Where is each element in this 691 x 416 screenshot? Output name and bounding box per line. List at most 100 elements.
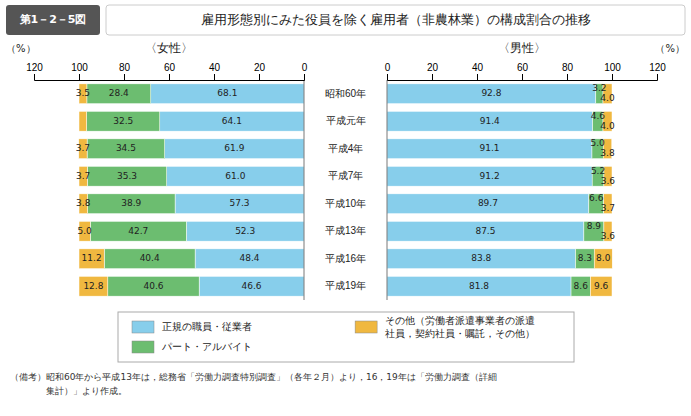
data-label: 3.7 — [601, 203, 615, 213]
bar — [594, 249, 612, 269]
bar — [387, 166, 592, 186]
data-label: 40.4 — [140, 253, 160, 263]
tick-label: 60 — [517, 62, 529, 73]
bars — [387, 84, 612, 296]
tick-mark — [387, 74, 388, 80]
tick: 40 — [209, 62, 221, 80]
bar — [186, 221, 304, 241]
legend-swatch — [132, 341, 154, 353]
tick: 100 — [604, 62, 621, 80]
legend: 正規の職員・従業者パート・アルバイト その他（労働者派遣事業者の派遣社員，契約社員… — [118, 312, 574, 362]
zero-line — [387, 80, 388, 300]
tick: 平成16年 — [325, 253, 366, 264]
bar — [576, 249, 595, 269]
tick: 平成19年 — [325, 280, 366, 291]
data-label: 9.6 — [594, 281, 609, 291]
axis-line — [35, 74, 305, 81]
data-label: 12.8 — [83, 281, 103, 291]
tick: 0 — [385, 62, 391, 80]
tick-label: 80 — [119, 62, 131, 73]
bar — [387, 139, 592, 159]
tick-mark — [567, 74, 568, 80]
tick-mark — [34, 74, 35, 80]
tick-label: 80 — [562, 62, 574, 73]
bar — [151, 84, 304, 104]
legend-label: その他（労働者派遣事業者の派遣社員，契約社員・嘱託，その他） — [385, 315, 535, 339]
tick-mark — [79, 74, 80, 80]
data-label: 91.2 — [480, 171, 500, 181]
data-label: 4.0 — [600, 93, 615, 103]
data-label: 8.6 — [574, 281, 589, 291]
legend-label-line: 正規の職員・従業者 — [162, 321, 252, 332]
bar — [87, 166, 166, 186]
tick: 平成元年 — [326, 115, 366, 126]
legend-swatch — [355, 321, 377, 333]
data-label: 34.5 — [116, 143, 136, 153]
data-label: 32.5 — [113, 116, 133, 126]
category-label: 平成7年 — [328, 170, 364, 181]
tick: 60 — [517, 62, 529, 80]
bar — [79, 249, 104, 269]
legend-box — [118, 312, 574, 362]
bars — [79, 84, 304, 296]
bar — [175, 194, 304, 214]
tick-label: 60 — [164, 62, 176, 73]
data-labels: 92.891.491.191.289.787.583.881.83.24.65.… — [469, 83, 615, 291]
zero-line — [304, 80, 305, 300]
title: 雇用形態別にみた役員を除く雇用者（非農林業）の構成割合の推移 — [201, 12, 591, 27]
note: （備考）昭和60年から平成13年は，総務省「労働力調査特別調査」（各年２月）より… — [10, 372, 497, 382]
data-label: 68.1 — [217, 88, 237, 98]
panel-label: 〈男性〉 — [498, 41, 546, 55]
data-label: 87.5 — [475, 226, 495, 236]
chart-svg: 第1－2－5図雇用形態別にみた役員を除く雇用者（非農林業）の構成割合の推移68.… — [0, 0, 691, 416]
bar — [87, 84, 151, 104]
legend-item: その他（労働者派遣事業者の派遣社員，契約社員・嘱託，その他） — [355, 315, 535, 339]
data-label: 28.4 — [109, 88, 129, 98]
bar — [160, 111, 304, 131]
data-label: 8.3 — [578, 253, 592, 263]
data-label: 38.9 — [121, 198, 141, 208]
bar — [79, 111, 87, 131]
tick: 平成10年 — [325, 198, 366, 209]
data-label: 3.6 — [601, 176, 616, 186]
bar — [199, 276, 304, 296]
bar — [79, 276, 108, 296]
tick-mark — [477, 74, 478, 80]
bar — [87, 111, 160, 131]
tick: 平成4年 — [328, 143, 364, 154]
tick-mark — [612, 74, 613, 80]
category-label: 平成13年 — [325, 225, 366, 236]
data-label: 83.8 — [471, 253, 491, 263]
legend-label-line: パート・アルバイト — [161, 341, 252, 352]
bar — [387, 84, 596, 104]
tick: 20 — [427, 62, 439, 80]
data-label: 92.8 — [481, 88, 501, 98]
category-label: 平成16年 — [325, 253, 366, 264]
data-label: 3.2 — [592, 83, 606, 93]
title-box — [106, 5, 685, 35]
tick-label: 120 — [26, 62, 43, 73]
bar — [387, 111, 593, 131]
data-label: 40.6 — [143, 281, 163, 291]
data-label: 52.3 — [235, 226, 255, 236]
tick: 平成13年 — [325, 225, 366, 236]
tick-mark — [304, 74, 305, 80]
tick-label: 40 — [209, 62, 221, 73]
data-label: 5.2 — [591, 166, 605, 176]
category-label: 平成10年 — [325, 198, 366, 209]
category-axis: 昭和60年平成元年平成4年平成7年平成10年平成13年平成16年平成19年 — [325, 88, 366, 292]
legend-item: パート・アルバイト — [132, 341, 252, 353]
tick-label: 100 — [71, 62, 88, 73]
axis-label: （%） — [6, 43, 36, 54]
tick-mark — [522, 74, 523, 80]
tick-label: 100 — [604, 62, 621, 73]
legend-label-line: その他（労働者派遣事業者の派遣 — [385, 315, 535, 326]
chart-root: 第1－2－5図雇用形態別にみた役員を除く雇用者（非農林業）の構成割合の推移68.… — [0, 0, 691, 416]
data-label: 35.3 — [117, 171, 137, 181]
tick-label: 20 — [254, 62, 266, 73]
data-label: 64.1 — [222, 116, 242, 126]
panel: 68.164.161.961.057.352.348.446.628.432.5… — [26, 62, 308, 300]
tick-mark — [169, 74, 170, 80]
data-label: 61.9 — [224, 143, 244, 153]
bar — [87, 139, 165, 159]
